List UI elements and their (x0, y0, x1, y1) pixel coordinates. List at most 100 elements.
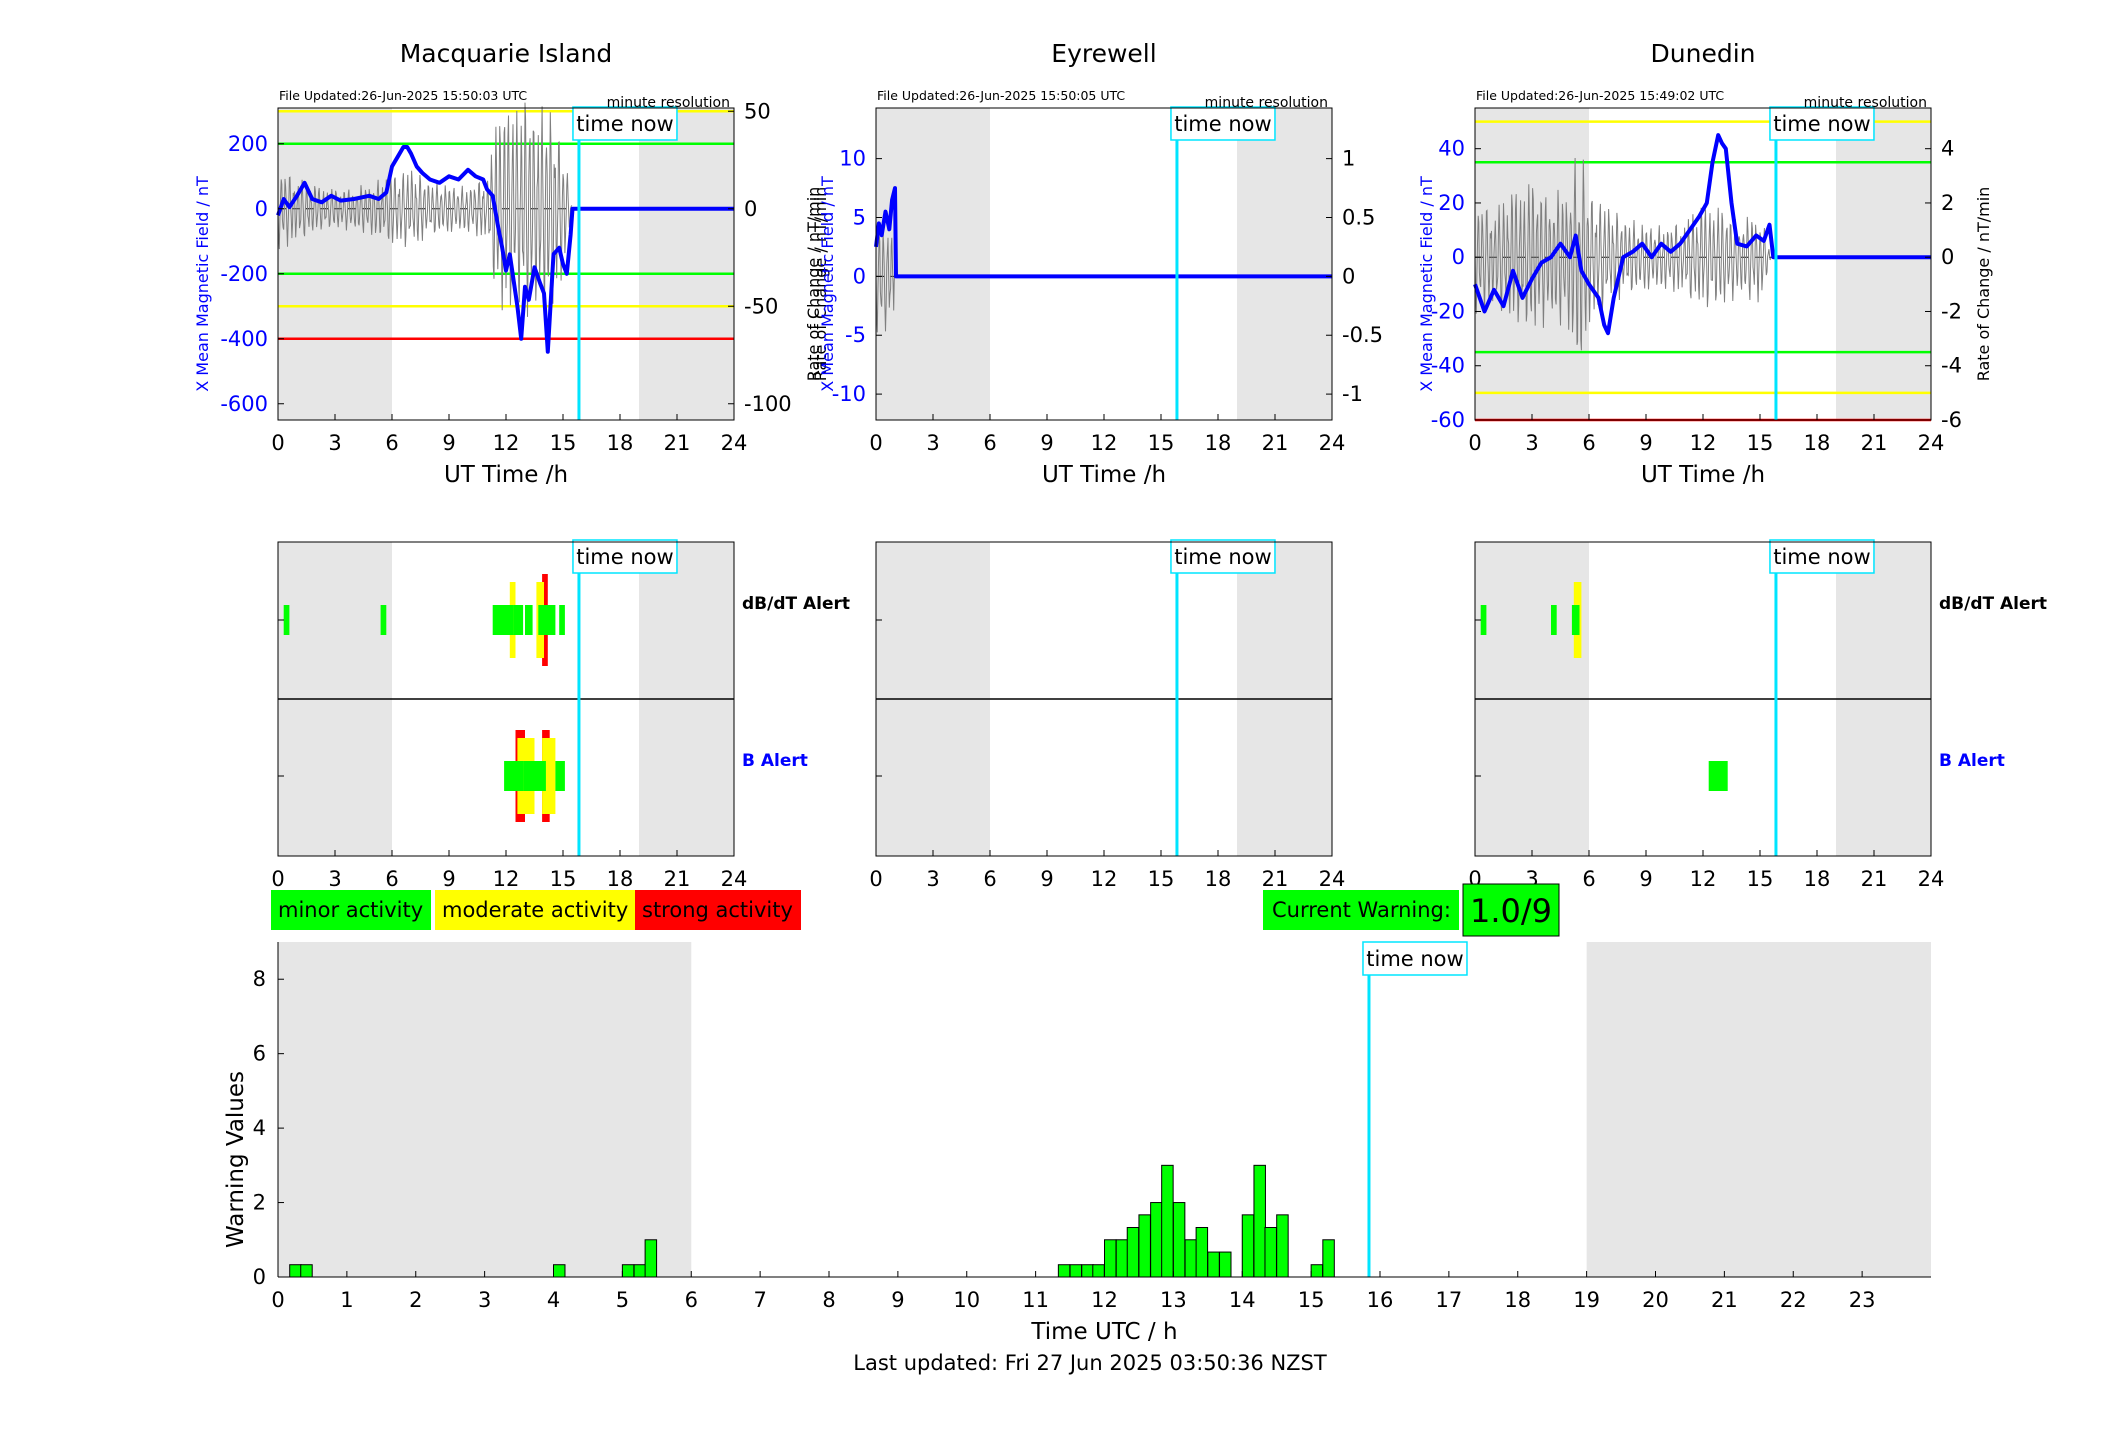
warning-bar (1092, 1264, 1105, 1278)
field-line (874, 186, 1332, 279)
x-tick-label: 0 (869, 431, 882, 455)
current-warning-value-box (1462, 883, 1560, 937)
x-axis-label: Time UTC / h (1030, 1319, 1177, 1345)
x-tick-label: 9 (1040, 867, 1053, 891)
legend-swatch-strong (635, 890, 801, 930)
x-tick-label: 21 (1861, 867, 1888, 891)
x-tick-label: 6 (385, 867, 398, 891)
x-tick-label: 0 (271, 431, 284, 455)
y-tick-label: 4 (253, 1116, 266, 1140)
x-tick-label: 9 (1639, 867, 1652, 891)
x-tick-label: 20 (1642, 1288, 1669, 1312)
x-tick-label: 18 (1205, 431, 1232, 455)
time-now-label: time now (1174, 545, 1271, 569)
x-tick-label: 19 (1573, 1288, 1600, 1312)
x-tick-label: 15 (1747, 431, 1774, 455)
y2-tick-label: 0 (744, 197, 757, 221)
x-tick-label: 18 (1804, 431, 1831, 455)
night-shade (876, 108, 990, 420)
warning-bar (1161, 1164, 1174, 1278)
time-now-box (1769, 539, 1875, 574)
x-tick-label: 21 (1262, 867, 1289, 891)
y-axis-label: X Mean Magnetic Field / nT (1417, 176, 1436, 392)
x-tick-label: 6 (1582, 431, 1595, 455)
y-tick-label: 40 (1438, 137, 1465, 161)
x-axis-label: UT Time /h (1042, 462, 1166, 488)
x-tick-label: 0 (271, 867, 284, 891)
warning-bar (300, 1264, 313, 1278)
warning-bar (1104, 1239, 1117, 1278)
dbdt-alert-block-minor (492, 605, 514, 635)
y-tick-label: 6 (253, 1042, 266, 1066)
warning-bar (1138, 1214, 1151, 1278)
resolution-text: minute resolution (1804, 95, 1927, 111)
x-tick-label: 24 (1319, 431, 1346, 455)
x-tick-label: 0 (271, 1288, 284, 1312)
warning-bar (1069, 1264, 1083, 1278)
file-updated-text: File Updated:26-Jun-2025 15:50:05 UTC (877, 88, 1125, 103)
station-title: Macquarie Island (400, 39, 613, 68)
station-panel-1: Eyrewell time now File Updated:26-Jun-2025… (804, 39, 1383, 891)
y-tick-label: -600 (220, 392, 268, 416)
x-tick-label: 3 (1525, 431, 1538, 455)
warning-bar (1081, 1264, 1094, 1278)
legend-swatch-minor (271, 890, 431, 930)
field-line (276, 145, 734, 354)
dbdt-alert-label: dB/dT Alert (1939, 594, 2047, 614)
rate-of-change-line (1474, 157, 1772, 351)
y2-tick-label: 50 (744, 99, 771, 123)
x-tick-label: 10 (953, 1288, 980, 1312)
x-tick-label: 12 (493, 867, 520, 891)
warning-bar (1172, 1202, 1186, 1278)
warning-bar (289, 1264, 302, 1278)
dbdt-alert-block-minor (525, 605, 533, 635)
time-now-label: time now (1174, 112, 1271, 136)
time-now-label: time now (1773, 545, 1870, 569)
y-tick-label: 2 (253, 1191, 266, 1215)
x-tick-label: 4 (547, 1288, 560, 1312)
x-tick-label: 6 (385, 431, 398, 455)
x-axis-label: UT Time /h (444, 462, 568, 488)
warning-bar (1322, 1239, 1335, 1278)
warning-bar (1241, 1214, 1255, 1278)
resolution-text: minute resolution (1205, 95, 1328, 111)
y-tick-label: -10 (832, 382, 866, 406)
y2-tick-label: -0.5 (1342, 323, 1383, 347)
time-now-box (1170, 539, 1276, 574)
dbdt-alert-block-minor (380, 605, 387, 635)
y2-tick-label: -50 (744, 294, 778, 318)
dbdt-alert-block-minor (513, 605, 524, 635)
warning-bar (1207, 1251, 1220, 1278)
x-tick-label: 21 (1711, 1288, 1738, 1312)
x-tick-label: 5 (616, 1288, 629, 1312)
x-tick-label: 24 (1319, 867, 1346, 891)
x-tick-label: 0 (869, 867, 882, 891)
x-tick-label: 7 (753, 1288, 766, 1312)
b-alert-block-minor (536, 761, 546, 791)
x-tick-label: 6 (983, 867, 996, 891)
warning-bar (621, 1264, 635, 1278)
y2-tick-label: 1 (1342, 147, 1355, 171)
time-now-box (1362, 941, 1468, 976)
x-tick-label: 9 (891, 1288, 904, 1312)
x-tick-label: 3 (926, 431, 939, 455)
x-tick-label: 9 (1639, 431, 1652, 455)
legend-label-minor: minor activity (278, 898, 423, 922)
x-tick-label: 6 (1582, 867, 1595, 891)
y-tick-label: 0 (1452, 245, 1465, 269)
x-tick-label: 15 (550, 431, 577, 455)
time-now-label: time now (1366, 947, 1463, 971)
x-tick-label: 24 (721, 431, 748, 455)
time-now-box (1170, 106, 1276, 141)
time-now-box (1769, 106, 1875, 141)
y2-tick-label: 0.5 (1342, 205, 1375, 229)
x-tick-label: 15 (1148, 431, 1175, 455)
x-tick-label: 11 (1022, 1288, 1049, 1312)
x-tick-label: 12 (1091, 1288, 1118, 1312)
y2-axis-label: Rate of Change / nT/min (811, 187, 830, 382)
current-warning: Current Warning: 1.0/9 (1263, 883, 1560, 937)
b-alert-block-minor (1708, 761, 1728, 791)
y-tick-label: -400 (220, 327, 268, 351)
